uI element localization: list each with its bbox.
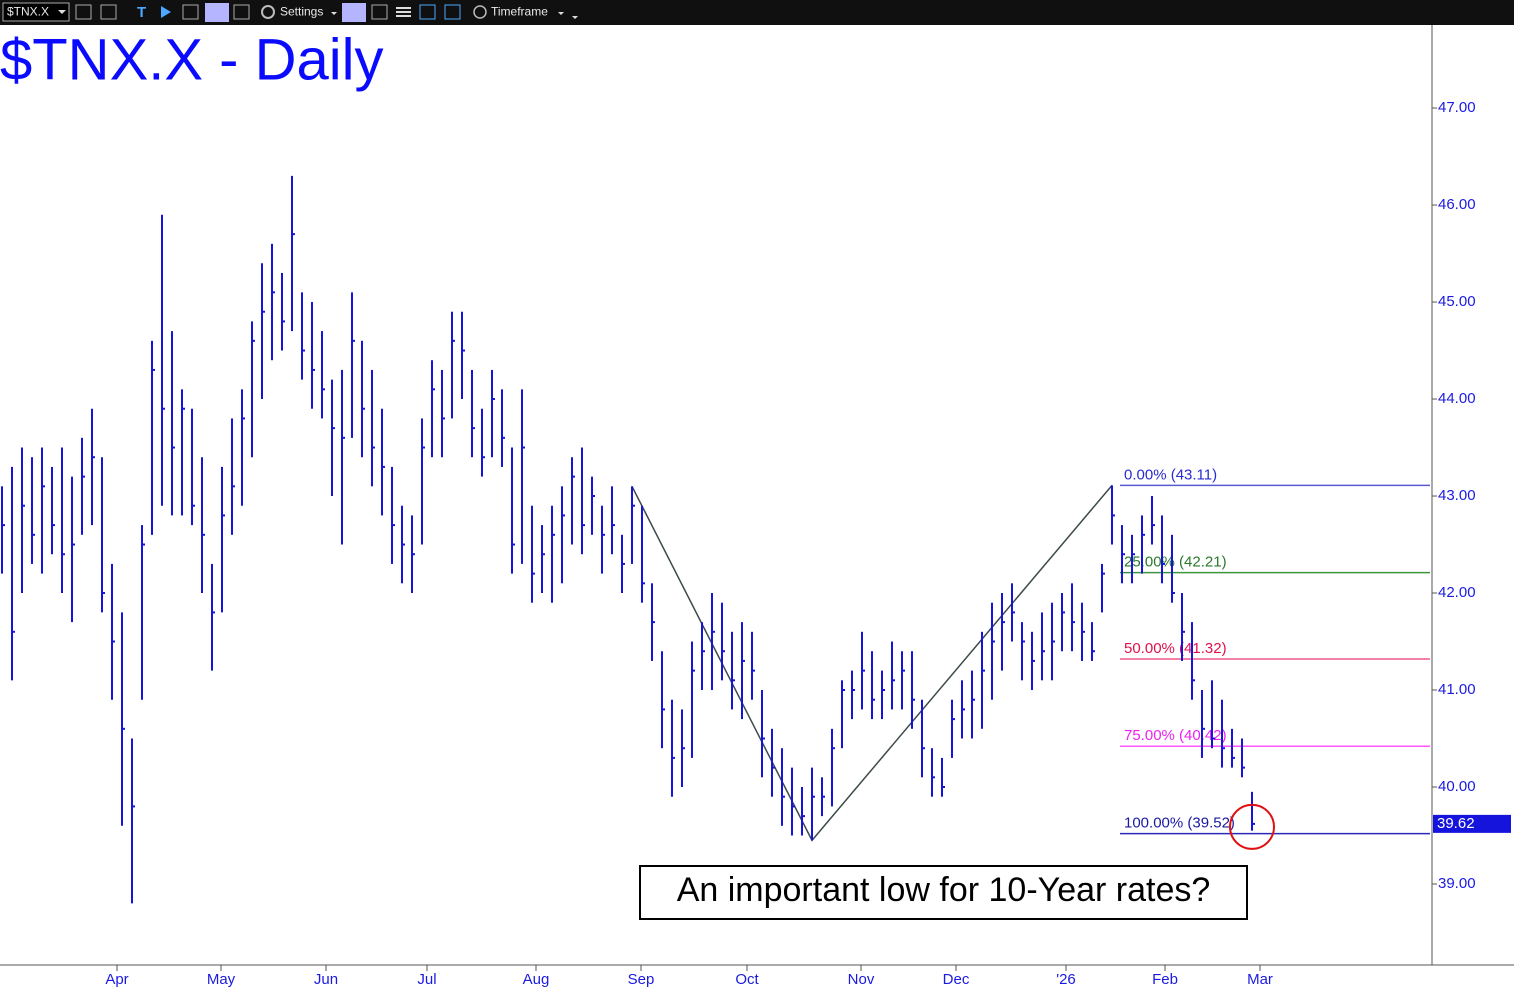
y-tick-label: 39.00 bbox=[1438, 875, 1476, 892]
x-tick-label: Nov bbox=[848, 971, 875, 988]
tool-icon[interactable] bbox=[100, 4, 117, 20]
x-tick-label: Jul bbox=[417, 971, 436, 988]
settings-icon[interactable] bbox=[261, 5, 275, 19]
tool-icon[interactable] bbox=[419, 4, 436, 20]
dropdown-icon[interactable] bbox=[331, 12, 337, 15]
x-tick-label: Apr bbox=[105, 971, 128, 988]
tool-icon-active[interactable] bbox=[205, 3, 229, 22]
fib-label: 100.00% (39.52) bbox=[1124, 815, 1235, 832]
tool-icon[interactable] bbox=[371, 4, 388, 20]
tool-icon[interactable] bbox=[182, 4, 199, 20]
timeframe-button[interactable]: Timeframe bbox=[491, 5, 548, 19]
menu-icon[interactable] bbox=[396, 7, 411, 17]
y-tick-label: 47.00 bbox=[1438, 99, 1476, 116]
x-tick-label: Aug bbox=[523, 971, 550, 988]
y-tick-label: 45.00 bbox=[1438, 293, 1476, 310]
last-price-box bbox=[1433, 814, 1511, 833]
y-tick-label: 40.00 bbox=[1438, 778, 1476, 795]
toolbar bbox=[0, 0, 1514, 25]
tool-icon[interactable] bbox=[444, 4, 461, 20]
fib-label: 25.00% (42.21) bbox=[1124, 554, 1227, 571]
cursor-icon[interactable] bbox=[161, 6, 171, 18]
y-tick-label: 46.00 bbox=[1438, 196, 1476, 213]
tool-icon[interactable] bbox=[233, 4, 250, 20]
chart-title: $TNX.X - Daily bbox=[0, 27, 384, 92]
x-tick-label: '26 bbox=[1056, 971, 1076, 988]
x-tick-label: Dec bbox=[943, 971, 970, 988]
fib-label: 0.00% (43.11) bbox=[1124, 466, 1217, 483]
y-tick-label: 42.00 bbox=[1438, 584, 1476, 601]
x-tick-label: May bbox=[207, 971, 236, 988]
x-tick-label: Sep bbox=[628, 971, 655, 988]
dropdown-icon[interactable] bbox=[558, 12, 578, 19]
highlight-circle bbox=[1229, 803, 1275, 850]
last-price-label: 39.62 bbox=[1437, 815, 1475, 832]
text-tool-icon[interactable]: T bbox=[137, 4, 146, 21]
symbol-input[interactable]: $TNX.X bbox=[7, 5, 49, 19]
x-tick-label: Oct bbox=[735, 971, 759, 988]
tool-icon[interactable] bbox=[75, 4, 92, 20]
dropdown-icon[interactable] bbox=[58, 10, 66, 14]
x-tick-label: Mar bbox=[1247, 971, 1273, 988]
symbol-box[interactable] bbox=[2, 2, 70, 22]
settings-button[interactable]: Settings bbox=[280, 5, 323, 19]
tool-icon-active[interactable] bbox=[342, 3, 366, 22]
x-tick-label: Jun bbox=[314, 971, 338, 988]
fib-label: 50.00% (41.32) bbox=[1124, 640, 1227, 657]
clock-icon[interactable] bbox=[473, 5, 487, 19]
fib-label: 75.00% (40.42) bbox=[1124, 727, 1227, 744]
x-tick-label: Feb bbox=[1152, 971, 1178, 988]
y-tick-label: 44.00 bbox=[1438, 390, 1476, 407]
y-tick-label: 43.00 bbox=[1438, 487, 1476, 504]
annotation-box bbox=[639, 865, 1248, 920]
y-tick-label: 41.00 bbox=[1438, 681, 1476, 698]
annotation-text: An important low for 10-Year rates? bbox=[677, 871, 1211, 909]
